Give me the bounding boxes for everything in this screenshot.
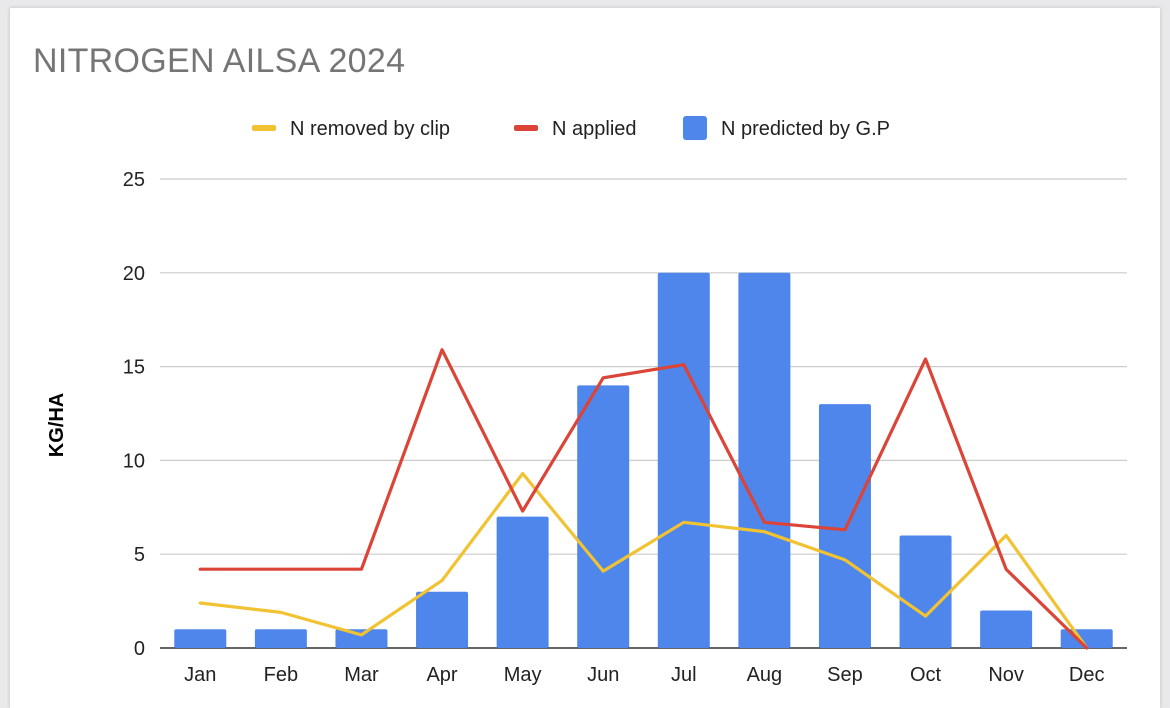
chart-title: NITROGEN AILSA 2024 bbox=[33, 42, 406, 80]
bar bbox=[254, 629, 307, 648]
x-tick-label: Jul bbox=[671, 664, 697, 686]
y-tick-label: 20 bbox=[123, 263, 145, 285]
bar bbox=[416, 591, 469, 648]
bar bbox=[899, 535, 952, 648]
y-tick-label: 10 bbox=[123, 450, 145, 472]
legend-swatch bbox=[514, 125, 538, 131]
legend-swatch bbox=[683, 116, 707, 140]
x-tick-label: Sep bbox=[827, 664, 863, 686]
x-tick-label: Oct bbox=[910, 664, 942, 686]
bar bbox=[738, 272, 791, 648]
bar bbox=[657, 272, 710, 648]
y-axis-label: KG/HA bbox=[46, 393, 68, 457]
y-tick-label: 15 bbox=[123, 357, 145, 379]
bar bbox=[577, 385, 630, 648]
x-tick-label: Dec bbox=[1069, 664, 1105, 686]
bar bbox=[335, 629, 388, 648]
x-tick-label: May bbox=[504, 664, 542, 686]
y-tick-label: 0 bbox=[134, 638, 145, 660]
legend-label: N predicted by G.P bbox=[721, 118, 890, 140]
series-line bbox=[198, 471, 1089, 650]
y-tick-label: 5 bbox=[134, 544, 145, 566]
series-line bbox=[198, 348, 1089, 650]
x-tick-label: Apr bbox=[426, 664, 457, 686]
bar bbox=[174, 629, 227, 648]
legend-label: N removed by clip bbox=[290, 118, 450, 140]
x-tick-label: Jun bbox=[587, 664, 619, 686]
bar bbox=[818, 404, 871, 648]
x-tick-label: Feb bbox=[264, 664, 298, 686]
legend-swatch bbox=[252, 125, 276, 131]
x-tick-label: Aug bbox=[747, 664, 783, 686]
y-tick-label: 25 bbox=[123, 169, 145, 191]
bar bbox=[980, 610, 1033, 648]
x-tick-label: Nov bbox=[988, 664, 1024, 686]
x-tick-label: Mar bbox=[344, 664, 379, 686]
x-tick-label: Jan bbox=[184, 664, 216, 686]
bar bbox=[496, 516, 549, 648]
legend-label: N applied bbox=[552, 118, 637, 140]
